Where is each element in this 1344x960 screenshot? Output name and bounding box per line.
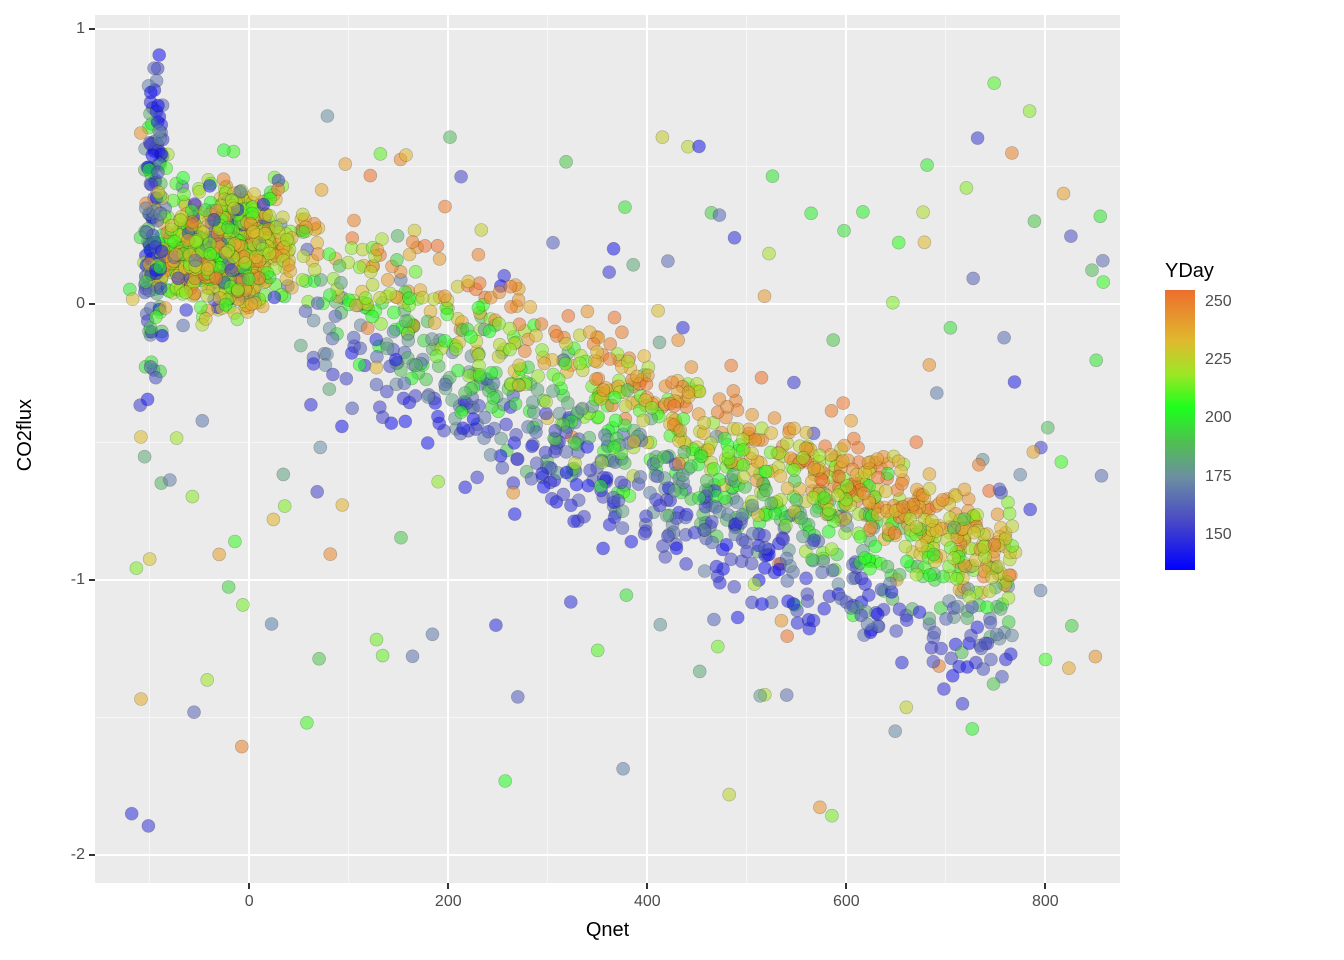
x-tick-label: 600 [833, 893, 860, 911]
legend-tick-label: 150 [1205, 526, 1232, 544]
legend-tick-label: 175 [1205, 468, 1232, 486]
x-tick-label: 200 [435, 893, 462, 911]
legend-title: YDay [1165, 260, 1214, 283]
points-layer [0, 0, 1344, 960]
x-tick-label: 800 [1032, 893, 1059, 911]
legend-tick-label: 200 [1205, 409, 1232, 427]
legend-tick-label: 250 [1205, 293, 1232, 311]
x-axis-title: Qnet [586, 919, 629, 942]
y-tick-label: -1 [71, 571, 85, 589]
y-tick-label: -2 [71, 846, 85, 864]
scatter-chart: 0 200 400 600 800 -2 -1 0 1 Qnet CO2flux YDay 1… [0, 0, 1344, 960]
legend-tick-label: 225 [1205, 351, 1232, 369]
legend-colorbar [1165, 290, 1195, 570]
x-tick-label: 400 [634, 893, 661, 911]
y-axis-title: CO2flux [14, 399, 37, 471]
x-tick-label: 0 [245, 893, 254, 911]
y-tick-label: 1 [76, 20, 85, 38]
y-tick-label: 0 [76, 295, 85, 313]
